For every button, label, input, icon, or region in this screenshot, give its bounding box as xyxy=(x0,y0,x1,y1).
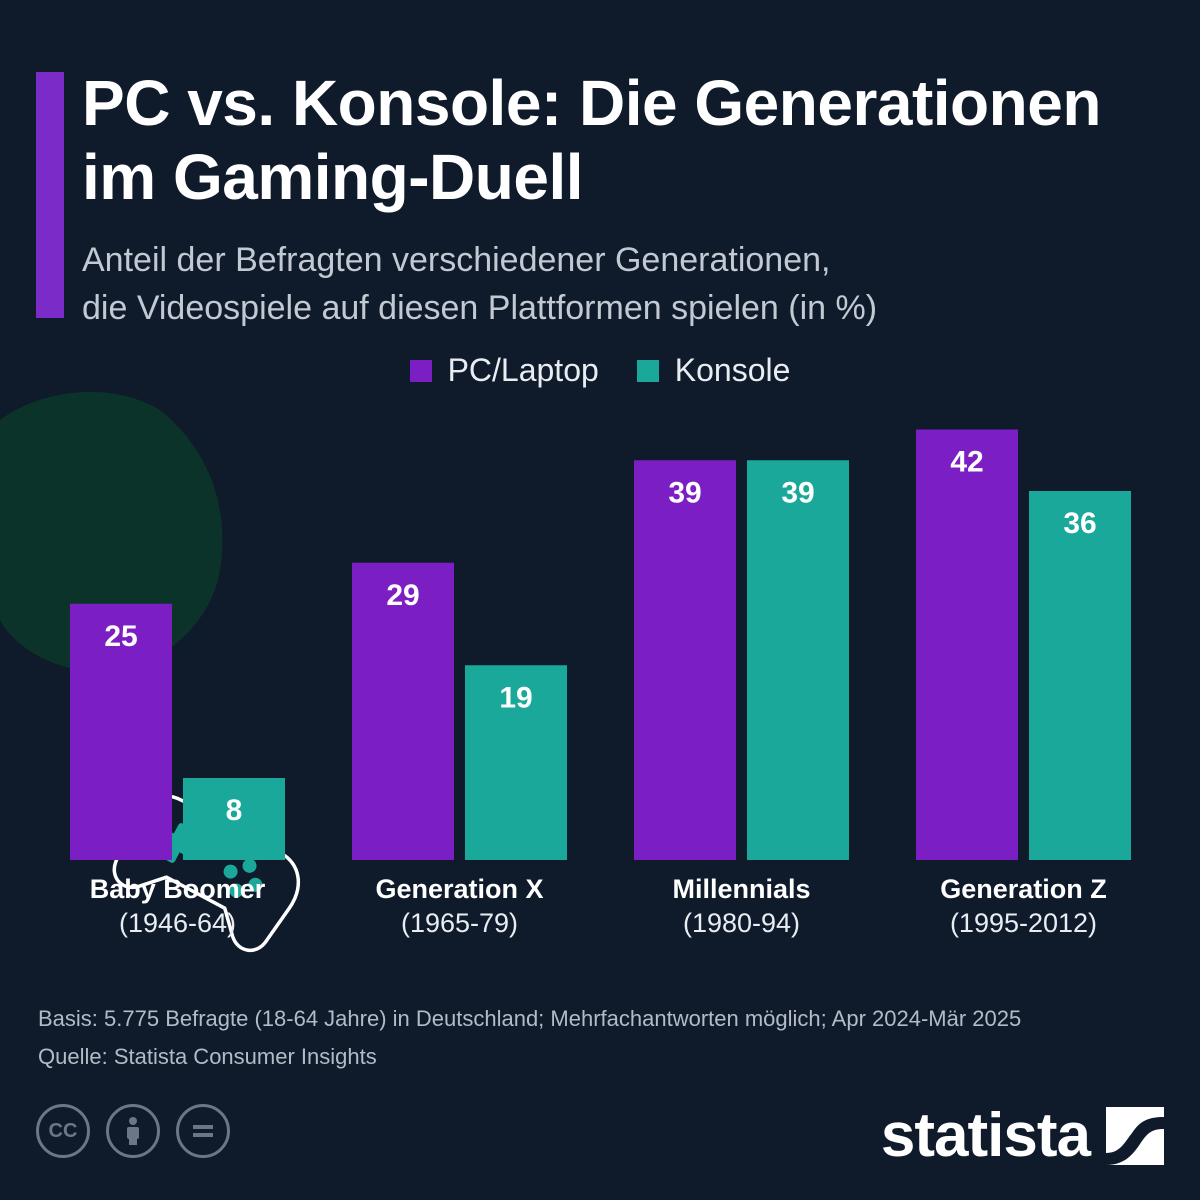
bar-pc-0 xyxy=(70,603,172,860)
bar-value-label-pc-1: 29 xyxy=(386,579,419,612)
bar-pc-2 xyxy=(634,460,736,860)
footer-source: Quelle: Statista Consumer Insights xyxy=(38,1044,377,1069)
category-years-0: (1946-64) xyxy=(119,908,236,938)
chart-title: PC vs. Konsole: Die Generationen im Gami… xyxy=(82,66,1182,214)
legend-item-pc: PC/Laptop xyxy=(409,352,599,389)
chart-footer: Basis: 5.775 Befragte (18-64 Jahre) in D… xyxy=(38,1000,1021,1076)
chart-title-line-2: im Gaming-Duell xyxy=(82,141,584,213)
bar-value-label-konsole-1: 19 xyxy=(499,681,532,714)
no-derivatives-icon[interactable] xyxy=(176,1104,230,1158)
brand-name: statista xyxy=(880,1101,1091,1170)
category-years-2: (1980-94) xyxy=(683,908,800,938)
category-name-1: Generation X xyxy=(375,874,543,904)
attribution-icon[interactable] xyxy=(106,1104,160,1158)
bar-konsole-1 xyxy=(465,665,567,860)
chart-bars: 25 8 29 19 39 39 42 36 xyxy=(70,429,1131,860)
bar-pc-1 xyxy=(352,562,454,860)
title-accent-bar xyxy=(36,72,64,318)
chart-legend: PC/Laptop Konsole xyxy=(0,352,1200,389)
category-name-3: Generation Z xyxy=(940,874,1107,904)
category-years-3: (1995-2012) xyxy=(950,908,1097,938)
cc-icon[interactable]: CC xyxy=(36,1104,90,1158)
chart-title-line-1: PC vs. Konsole: Die Generationen xyxy=(82,67,1101,139)
license-icons: CC xyxy=(36,1104,230,1158)
legend-label-pc: PC/Laptop xyxy=(447,352,599,388)
legend-label-konsole: Konsole xyxy=(674,352,791,388)
legend-swatch-pc xyxy=(409,359,432,382)
bar-pc-3 xyxy=(916,429,1018,860)
chart-subtitle-line-1: Anteil der Befragten verschiedener Gener… xyxy=(82,241,831,279)
bar-konsole-3 xyxy=(1029,491,1131,860)
statista-mark-icon xyxy=(1106,1106,1164,1165)
category-labels: Baby Boomer (1946-64) Generation X (1965-79… xyxy=(90,874,1107,938)
bar-value-label-pc-2: 39 xyxy=(668,476,701,509)
legend-swatch-konsole xyxy=(636,359,659,382)
legend-item-konsole: Konsole xyxy=(636,352,791,389)
statista-logo[interactable]: statista xyxy=(881,1100,1164,1171)
footer-basis: Basis: 5.775 Befragte (18-64 Jahre) in D… xyxy=(38,1006,1022,1031)
bar-value-label-konsole-0: 8 xyxy=(226,794,243,827)
chart-subtitle-line-2: die Videospiele auf diesen Plattformen s… xyxy=(82,289,878,327)
category-name-2: Millennials xyxy=(672,874,810,904)
decorative-blob xyxy=(0,391,223,672)
bar-value-label-konsole-3: 36 xyxy=(1063,507,1096,540)
category-years-1: (1965-79) xyxy=(401,908,518,938)
bar-chart: 25 8 29 19 39 39 42 36 Baby Boomer (1946-64) Gene… xyxy=(0,391,1131,952)
bar-value-label-pc-0: 25 xyxy=(104,620,137,653)
category-name-0: Baby Boomer xyxy=(90,874,266,904)
chart-subtitle: Anteil der Befragten verschiedener Gener… xyxy=(82,236,1162,332)
bar-konsole-2 xyxy=(747,460,849,860)
bar-konsole-0 xyxy=(183,778,285,860)
bar-value-label-konsole-2: 39 xyxy=(781,476,814,509)
bar-value-label-pc-3: 42 xyxy=(950,446,983,479)
